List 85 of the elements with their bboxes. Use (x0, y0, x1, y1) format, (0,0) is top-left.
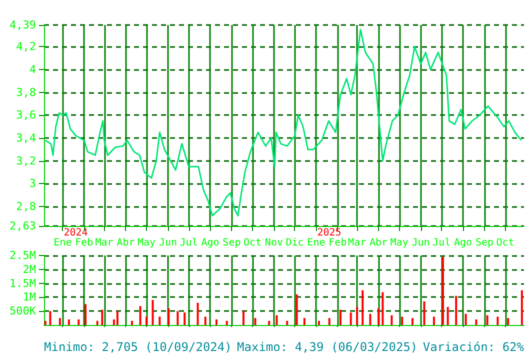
x-tick-label: Ago (201, 238, 220, 248)
y-tick-label: 3,6 (16, 108, 36, 122)
y-tick-label: 2,63 (10, 220, 36, 232)
bar (168, 308, 170, 325)
bar (268, 320, 270, 325)
bar (303, 318, 306, 325)
x-tick-label: Abr (370, 238, 388, 248)
x-tick-label: Jul (432, 238, 451, 248)
x-tick-label: Oct (496, 238, 514, 248)
x-tick-label: May (137, 238, 156, 248)
y-tick-label: 2.5M (10, 249, 36, 262)
bar (390, 315, 393, 325)
bar (432, 316, 435, 325)
bar (184, 312, 186, 325)
x-tick-label: Abr (116, 238, 135, 248)
y-tick-label: 500K (10, 304, 36, 318)
bar (350, 312, 352, 325)
y-tick-label: 1M (22, 290, 36, 304)
x-tick-label: Jun (158, 238, 178, 248)
x-tick-label: May (390, 238, 408, 248)
bar (116, 311, 118, 325)
bar (96, 320, 98, 325)
bar (496, 316, 499, 325)
x-tick-label: Jun (412, 238, 430, 248)
bar (204, 316, 206, 325)
bar (84, 304, 87, 325)
y-tick-label: 3 (29, 177, 36, 190)
bar (226, 320, 228, 325)
bar (68, 319, 70, 325)
y-tick-label: 1.5M (10, 276, 36, 290)
line-series (44, 28, 522, 216)
bar (446, 306, 449, 325)
y-tick-label: 3,2 (16, 154, 36, 168)
bar (158, 316, 161, 325)
text: 2024 (64, 228, 88, 238)
bar (520, 290, 523, 325)
y-tick-label: 4,39 (10, 18, 36, 32)
y-tick-label: 3,4 (16, 132, 36, 145)
bar (475, 319, 478, 325)
x-tick-label: Jul (180, 238, 198, 248)
bar (339, 310, 342, 325)
x-tick-label: Feb (328, 238, 347, 248)
text: Variación: 62% (422, 340, 524, 354)
bar (44, 320, 46, 325)
y-tick-label: 4,2 (16, 40, 36, 54)
bar (215, 319, 218, 325)
bar (362, 290, 364, 325)
bar (328, 318, 330, 325)
text: Minimo: 2,705 (10/09/2024) (44, 340, 232, 354)
bar (242, 311, 244, 325)
bar (130, 320, 133, 325)
bar (152, 300, 154, 325)
bar (101, 310, 104, 325)
y-tick-label: 2M (22, 262, 36, 276)
text: 2025 (317, 228, 342, 238)
x-tick-label: Dic (286, 238, 304, 248)
y-tick-label: 3,8 (16, 86, 36, 99)
bar (356, 306, 358, 325)
bar (296, 294, 298, 325)
bar (286, 320, 288, 325)
bar (382, 292, 384, 325)
bar (176, 311, 179, 325)
x-tick-label: Ene (54, 238, 72, 248)
bar (455, 296, 458, 325)
y-tick-label: 2,8 (16, 200, 36, 214)
bar (139, 306, 142, 325)
x-tick-label: Ago (454, 238, 472, 248)
x-tick-label: Sep (475, 238, 494, 248)
x-tick-label: Nov (264, 238, 283, 248)
bar (423, 301, 426, 325)
bar (411, 318, 414, 325)
y-tick-label: 4 (29, 63, 36, 76)
x-tick-label: Oct (243, 238, 262, 248)
bar (464, 314, 467, 325)
bar (369, 314, 372, 325)
text: Maximo: 4,39 (06/03/2025) (237, 340, 418, 354)
x-tick-label: Ene (307, 238, 326, 248)
x-tick-label: Feb (75, 238, 94, 248)
x-tick-label: Mar (95, 238, 114, 248)
bar (49, 311, 52, 325)
bar (196, 302, 199, 325)
x-tick-label: Sep (222, 238, 241, 248)
bar (78, 319, 80, 325)
x-tick-label: Mar (348, 238, 366, 248)
bar (378, 308, 380, 325)
